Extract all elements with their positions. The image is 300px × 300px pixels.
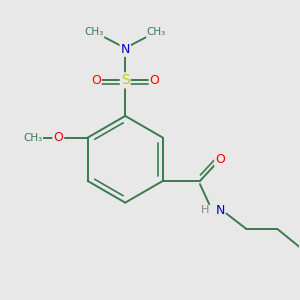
Text: O: O [215,153,225,166]
Text: CH₃: CH₃ [23,133,43,142]
Text: O: O [150,74,160,87]
Text: N: N [121,43,130,56]
Text: S: S [121,73,130,87]
Text: H: H [200,206,209,215]
Text: N: N [215,204,225,217]
Text: O: O [91,74,101,87]
Text: O: O [53,131,63,144]
Text: CH₃: CH₃ [85,27,104,37]
Text: CH₃: CH₃ [147,27,166,37]
